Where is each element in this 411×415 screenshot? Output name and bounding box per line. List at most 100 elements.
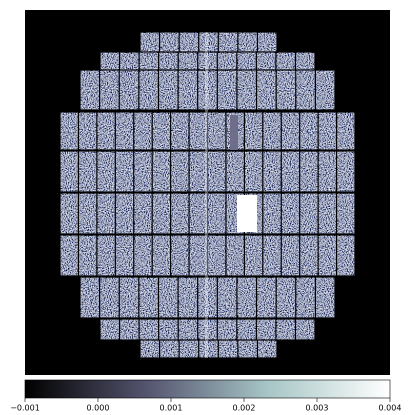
bright-patch [237,195,257,232]
ccd [198,319,217,340]
ccd [119,70,139,110]
ccd [208,193,226,234]
ccd [276,319,295,340]
ccd [171,112,189,150]
ccd [244,151,263,192]
colorbar [24,379,391,399]
ccd [119,277,139,318]
tick-label: 0.003 [306,404,329,413]
ccd [100,277,119,318]
ccd [171,193,189,234]
ccd [276,70,296,110]
ccd [178,70,198,110]
ccd [79,112,97,150]
ccd [217,70,237,110]
ccd [120,319,139,340]
ccd [139,70,158,110]
tick-label: 0.001 [160,404,183,413]
ccd [337,112,355,150]
ccd [257,70,276,110]
ccd [315,70,335,110]
ccd [296,277,315,318]
ccd [217,319,237,340]
ccd [257,277,276,318]
ccd [300,193,318,234]
ccd [134,151,152,192]
ccd [97,112,115,150]
ccd [189,235,207,276]
ccd [318,193,336,234]
ccd [296,70,315,110]
ccd [178,319,198,340]
ccd [79,193,97,234]
ccd [134,112,152,150]
tick-label: 0.000 [87,404,110,413]
ccd [140,32,159,52]
ccd-mosaic [60,32,355,358]
ccd [237,277,256,318]
ccd [315,277,335,318]
ccd [139,319,159,340]
ccd [217,52,237,70]
ccd [276,277,296,318]
ccd [160,32,179,52]
ccd [134,235,152,276]
ccd [263,235,281,276]
ccd [208,151,226,192]
ccd [189,151,207,192]
ccd [218,32,238,52]
ccd [115,151,134,192]
ccd [237,70,256,110]
ccd [189,112,207,150]
ccd [258,32,277,52]
ccd [217,277,237,318]
ccd [208,235,226,276]
ccd [199,32,218,52]
ccd [226,235,244,276]
ccd [152,235,171,276]
ccd [337,193,355,234]
ccd [97,151,115,192]
ccd [100,319,119,340]
ccd [296,52,315,70]
ccd [281,112,300,150]
ccd [318,235,336,276]
ccd [198,52,217,70]
ccd [244,235,263,276]
ccd [189,193,207,234]
ccd [337,151,355,192]
ccd [120,52,139,70]
ccd [300,151,318,192]
ccd [318,112,336,150]
ccd [140,340,159,358]
ccd [139,277,158,318]
ccd [178,277,198,318]
ccd [159,52,178,70]
ccd [80,70,100,110]
ccd [300,112,318,150]
ccd [198,277,217,318]
ccd [281,151,300,192]
ccd [281,235,300,276]
ccd [263,112,281,150]
ccd [171,151,189,192]
ccd [159,319,178,340]
ccd [60,235,78,276]
ccd [318,151,336,192]
ccd [199,340,218,358]
ccd [226,151,244,192]
bright-column [205,32,208,358]
ccd [237,52,256,70]
ccd [208,112,226,150]
ccd [337,235,355,276]
ccd [159,70,178,110]
ccd [263,193,281,234]
ccd [60,112,78,150]
ccd [115,193,134,234]
ccd [296,319,315,340]
ccd [152,151,171,192]
tick-label: 0.002 [233,404,256,413]
ccd [179,32,199,52]
